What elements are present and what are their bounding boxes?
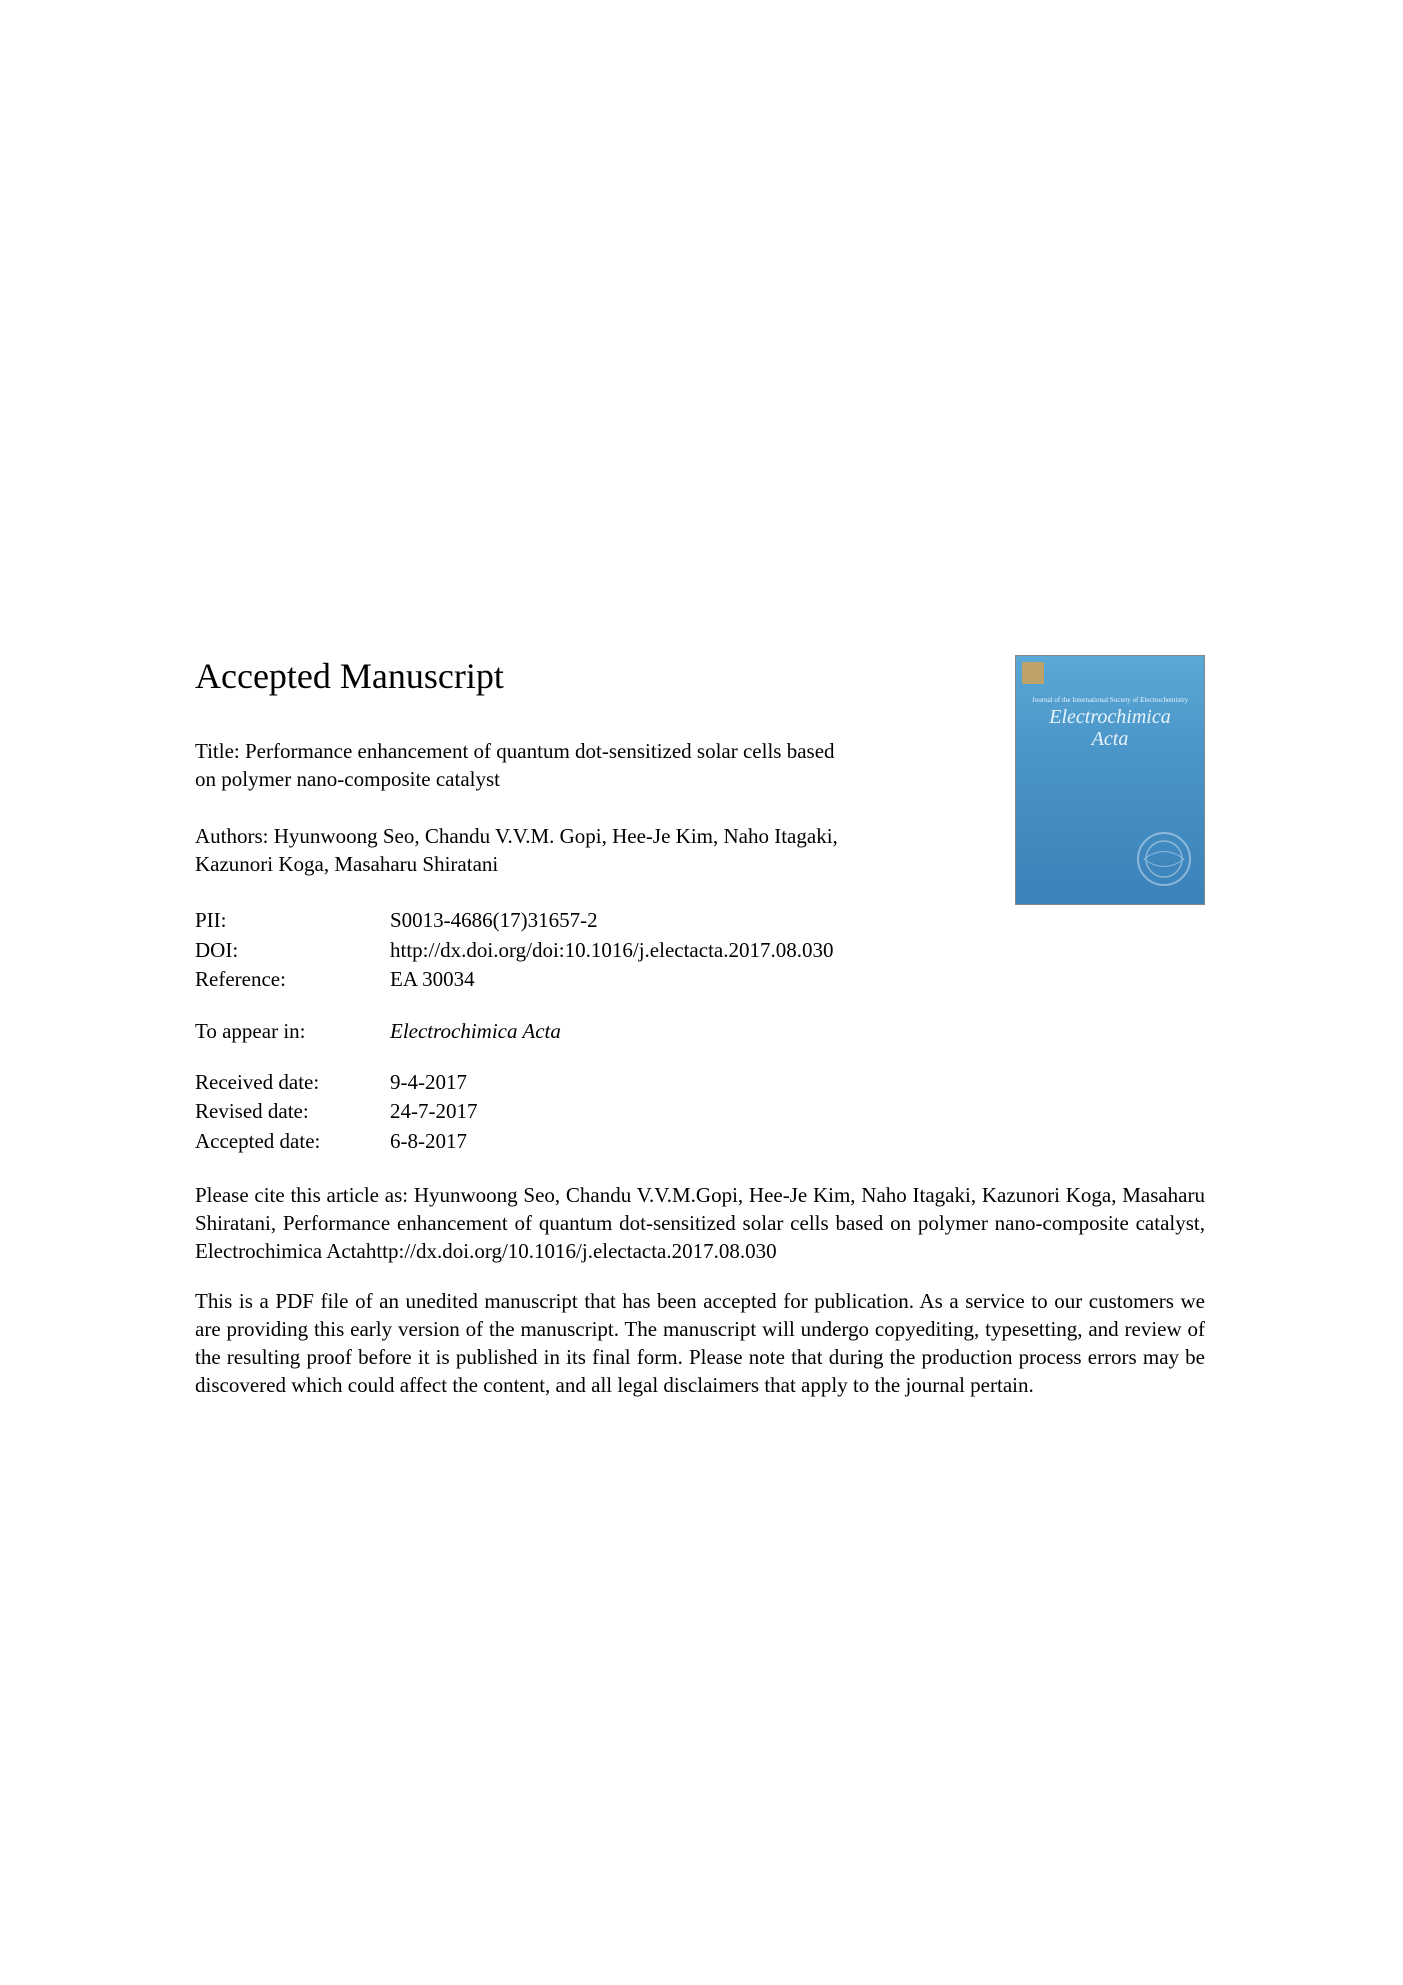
metadata-row-reference: Reference: EA 30034 [195, 965, 1205, 994]
metadata-row-received: Received date: 9-4-2017 [195, 1068, 1205, 1097]
authors-text: Hyunwoong Seo, Chandu V.V.M. Gopi, Hee-J… [195, 824, 838, 876]
metadata-table: PII: S0013-4686(17)31657-2 DOI: http://d… [195, 906, 1205, 1156]
doi-label: DOI: [195, 936, 390, 965]
metadata-row-revised: Revised date: 24-7-2017 [195, 1097, 1205, 1126]
accepted-label: Accepted date: [195, 1127, 390, 1156]
revised-label: Revised date: [195, 1097, 390, 1126]
appear-value: Electrochimica Acta [390, 1017, 1205, 1046]
pii-label: PII: [195, 906, 390, 935]
paper-title: Title: Performance enhancement of quantu… [195, 737, 840, 794]
reference-value: EA 30034 [390, 965, 1205, 994]
journal-title-line1: Electrochimica [1049, 706, 1170, 728]
ise-logo-icon [1134, 829, 1194, 889]
journal-cover-title: Electrochimica Acta [1016, 706, 1204, 750]
received-value: 9-4-2017 [390, 1068, 1205, 1097]
title-label: Title: [195, 739, 240, 763]
journal-title-line2: Acta [1092, 728, 1129, 750]
reference-label: Reference: [195, 965, 390, 994]
metadata-row-pii: PII: S0013-4686(17)31657-2 [195, 906, 1205, 935]
header-block: Accepted Manuscript Title: Performance e… [195, 655, 1205, 878]
received-label: Received date: [195, 1068, 390, 1097]
metadata-row-accepted: Accepted date: 6-8-2017 [195, 1127, 1205, 1156]
journal-cover-thumbnail: Journal of the International Society of … [1015, 655, 1205, 905]
paper-authors: Authors: Hyunwoong Seo, Chandu V.V.M. Go… [195, 822, 840, 879]
revised-value: 24-7-2017 [390, 1097, 1205, 1126]
pii-value: S0013-4686(17)31657-2 [390, 906, 1205, 935]
metadata-row-appear: To appear in: Electrochimica Acta [195, 1017, 1205, 1046]
manuscript-content: Accepted Manuscript Title: Performance e… [195, 655, 1205, 1400]
publisher-logo-icon [1022, 662, 1044, 684]
journal-cover-subtitle: Journal of the International Society of … [1016, 696, 1204, 704]
appear-label: To appear in: [195, 1017, 390, 1046]
authors-label: Authors: [195, 824, 269, 848]
title-text: Performance enhancement of quantum dot-s… [195, 739, 835, 791]
citation-paragraph: Please cite this article as: Hyunwoong S… [195, 1182, 1205, 1266]
doi-value: http://dx.doi.org/doi:10.1016/j.electact… [390, 936, 1205, 965]
metadata-row-doi: DOI: http://dx.doi.org/doi:10.1016/j.ele… [195, 936, 1205, 965]
disclaimer-paragraph: This is a PDF file of an unedited manusc… [195, 1288, 1205, 1400]
accepted-value: 6-8-2017 [390, 1127, 1205, 1156]
